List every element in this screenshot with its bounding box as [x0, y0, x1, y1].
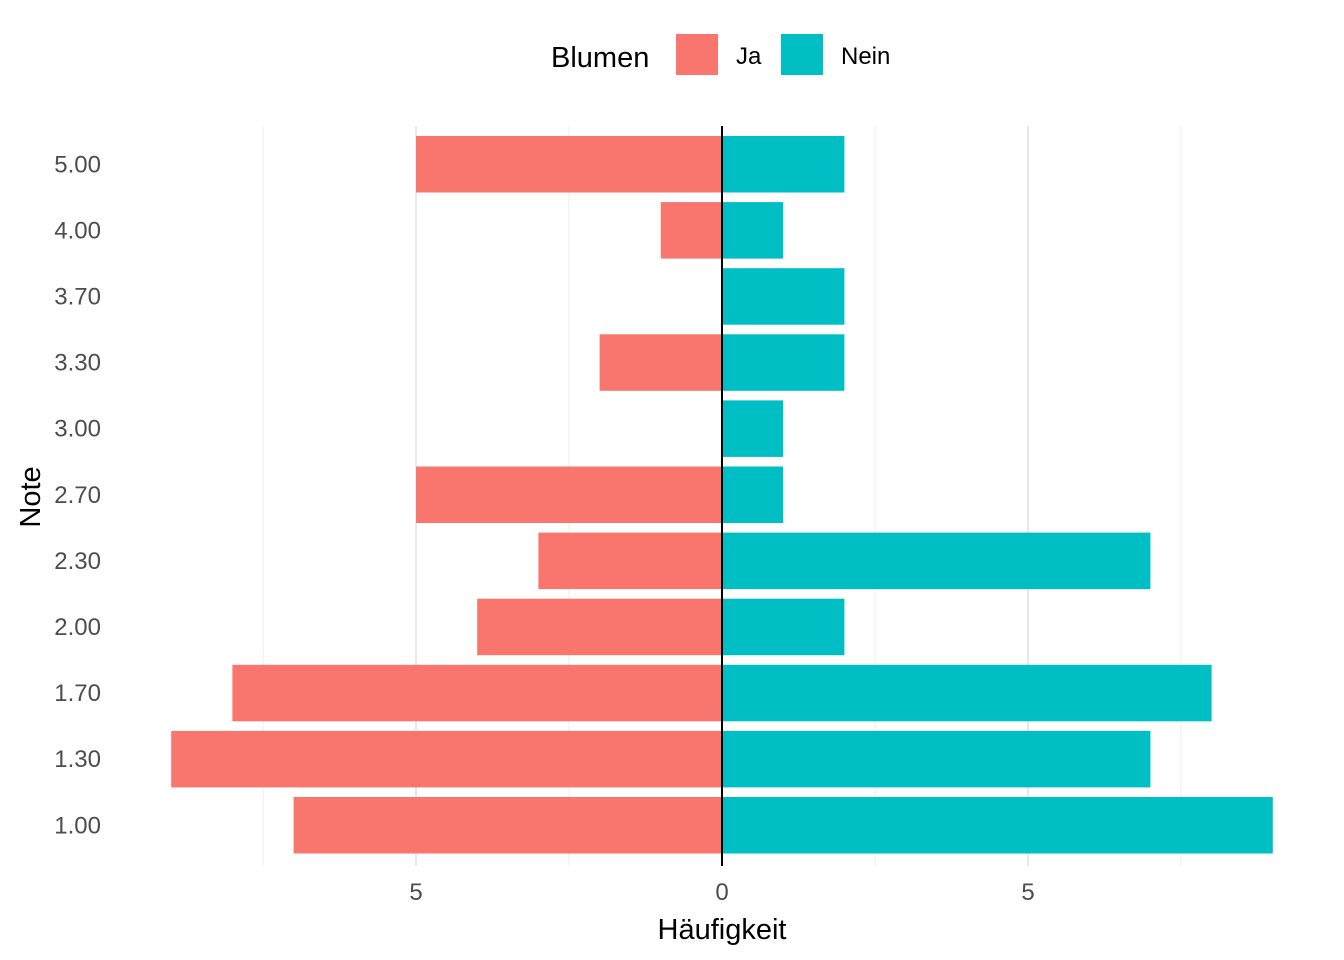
x-tick-label: 5 [409, 879, 422, 906]
y-tick-labels: 1.00 1.30 1.70 2.00 2.30 2.70 3.00 3.30 3.70 4.00… [54, 151, 101, 839]
y-tick-label: 3.30 [54, 350, 101, 377]
y-axis-title: Note [15, 466, 47, 527]
y-tick-label: 3.70 [54, 283, 101, 310]
y-tick-label: 2.70 [54, 482, 101, 509]
bar-nein-1.30 [722, 730, 1151, 788]
bar-ja-2.30 [538, 532, 722, 590]
bar-ja-1.70 [232, 664, 722, 722]
bar-ja-2.00 [477, 598, 722, 656]
y-tick-label: 5.00 [54, 151, 101, 178]
y-tick-label: 1.30 [54, 746, 101, 773]
y-tick-label: 4.00 [54, 217, 101, 244]
bar-ja-4.00 [660, 202, 722, 259]
x-tick-labels: 5 0 5 [409, 879, 1034, 906]
bar-nein-3.00 [722, 400, 784, 457]
legend-label-ja: Ja [736, 43, 762, 70]
bar-nein-2.00 [722, 598, 845, 656]
bar-nein-1.00 [722, 797, 1273, 854]
bars [171, 136, 1273, 854]
bar-nein-2.30 [722, 532, 1151, 590]
bar-ja-1.00 [293, 797, 722, 854]
x-axis-title: Häufigkeit [658, 914, 787, 946]
x-tick-label: 0 [715, 879, 728, 906]
x-tick-label: 5 [1021, 879, 1034, 906]
bar-nein-4.00 [722, 202, 784, 259]
legend-key-nein [781, 34, 823, 75]
legend-label-nein: Nein [841, 43, 890, 70]
bar-nein-1.70 [722, 664, 1212, 722]
legend-key-ja [676, 34, 718, 75]
legend-title: Blumen [551, 42, 649, 74]
y-tick-label: 1.00 [54, 812, 101, 839]
legend: Blumen Ja Nein [551, 34, 890, 75]
y-tick-label: 2.00 [54, 614, 101, 641]
bar-nein-3.30 [722, 334, 845, 391]
bar-ja-3.30 [599, 334, 722, 391]
bar-nein-3.70 [722, 268, 845, 325]
bar-nein-2.70 [722, 466, 784, 523]
bar-ja-2.70 [416, 466, 722, 523]
bar-ja-1.30 [171, 730, 722, 788]
y-tick-label: 2.30 [54, 548, 101, 575]
bar-ja-5.00 [416, 136, 722, 193]
y-tick-label: 1.70 [54, 680, 101, 707]
y-tick-label: 3.00 [54, 416, 101, 443]
bar-nein-5.00 [722, 136, 845, 193]
